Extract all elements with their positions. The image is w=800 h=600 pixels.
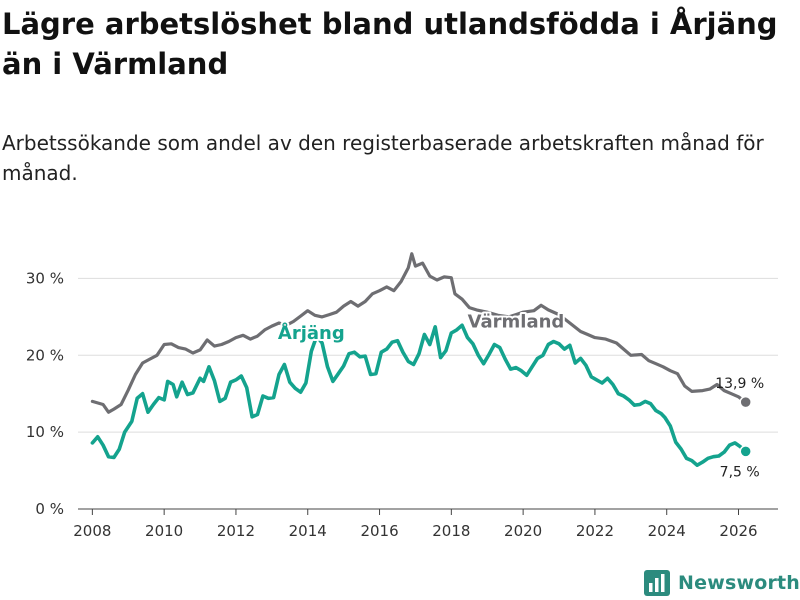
y-tick-label: 0 % [35, 500, 64, 518]
x-tick-label: 2010 [145, 522, 183, 540]
series-line-arjang [90, 323, 748, 467]
series-label-varmland: Värmland [468, 311, 565, 332]
end-marker-varmland [739, 395, 752, 409]
bar-chart-logo-icon [644, 570, 670, 596]
series-lines [90, 252, 752, 467]
x-tick-label: 2018 [432, 522, 470, 540]
end-marker-arjang [739, 445, 752, 458]
x-tick-label: 2024 [648, 522, 686, 540]
newsworthy-logo: Newsworthy [644, 568, 800, 598]
y-tick-label: 10 % [26, 423, 64, 441]
y-axis: 0 % 10 % 20 % 30 % [26, 269, 64, 518]
series-label-arjang: Årjäng [278, 321, 345, 344]
chart-title: Lägre arbetslöshet bland utlandsfödda i … [2, 7, 778, 81]
x-tick-label: 2026 [719, 522, 757, 540]
x-tick-label: 2014 [289, 522, 327, 540]
chart-subtitle: Arbetssökande som andel av den registerb… [2, 131, 764, 185]
y-tick-label: 30 % [26, 269, 64, 287]
x-axis: 2008 2010 2012 2014 2016 2018 2020 2022 2024 2026 [73, 509, 758, 540]
series-labels: 13,9 % 7,5 % Årjäng Värmland [276, 309, 764, 480]
y-tick-label: 20 % [26, 346, 64, 364]
x-tick-label: 2020 [504, 522, 542, 540]
x-tick-label: 2012 [217, 522, 255, 540]
series-line-varmland [90, 252, 748, 414]
x-tick-label: 2008 [73, 522, 111, 540]
gridlines [78, 277, 778, 510]
end-value-label-varmland: 13,9 % [715, 376, 764, 392]
logo-text: Newsworthy [678, 572, 800, 594]
x-tick-label: 2022 [576, 522, 614, 540]
end-value-label-arjang: 7,5 % [720, 464, 760, 480]
x-tick-label: 2016 [360, 522, 398, 540]
